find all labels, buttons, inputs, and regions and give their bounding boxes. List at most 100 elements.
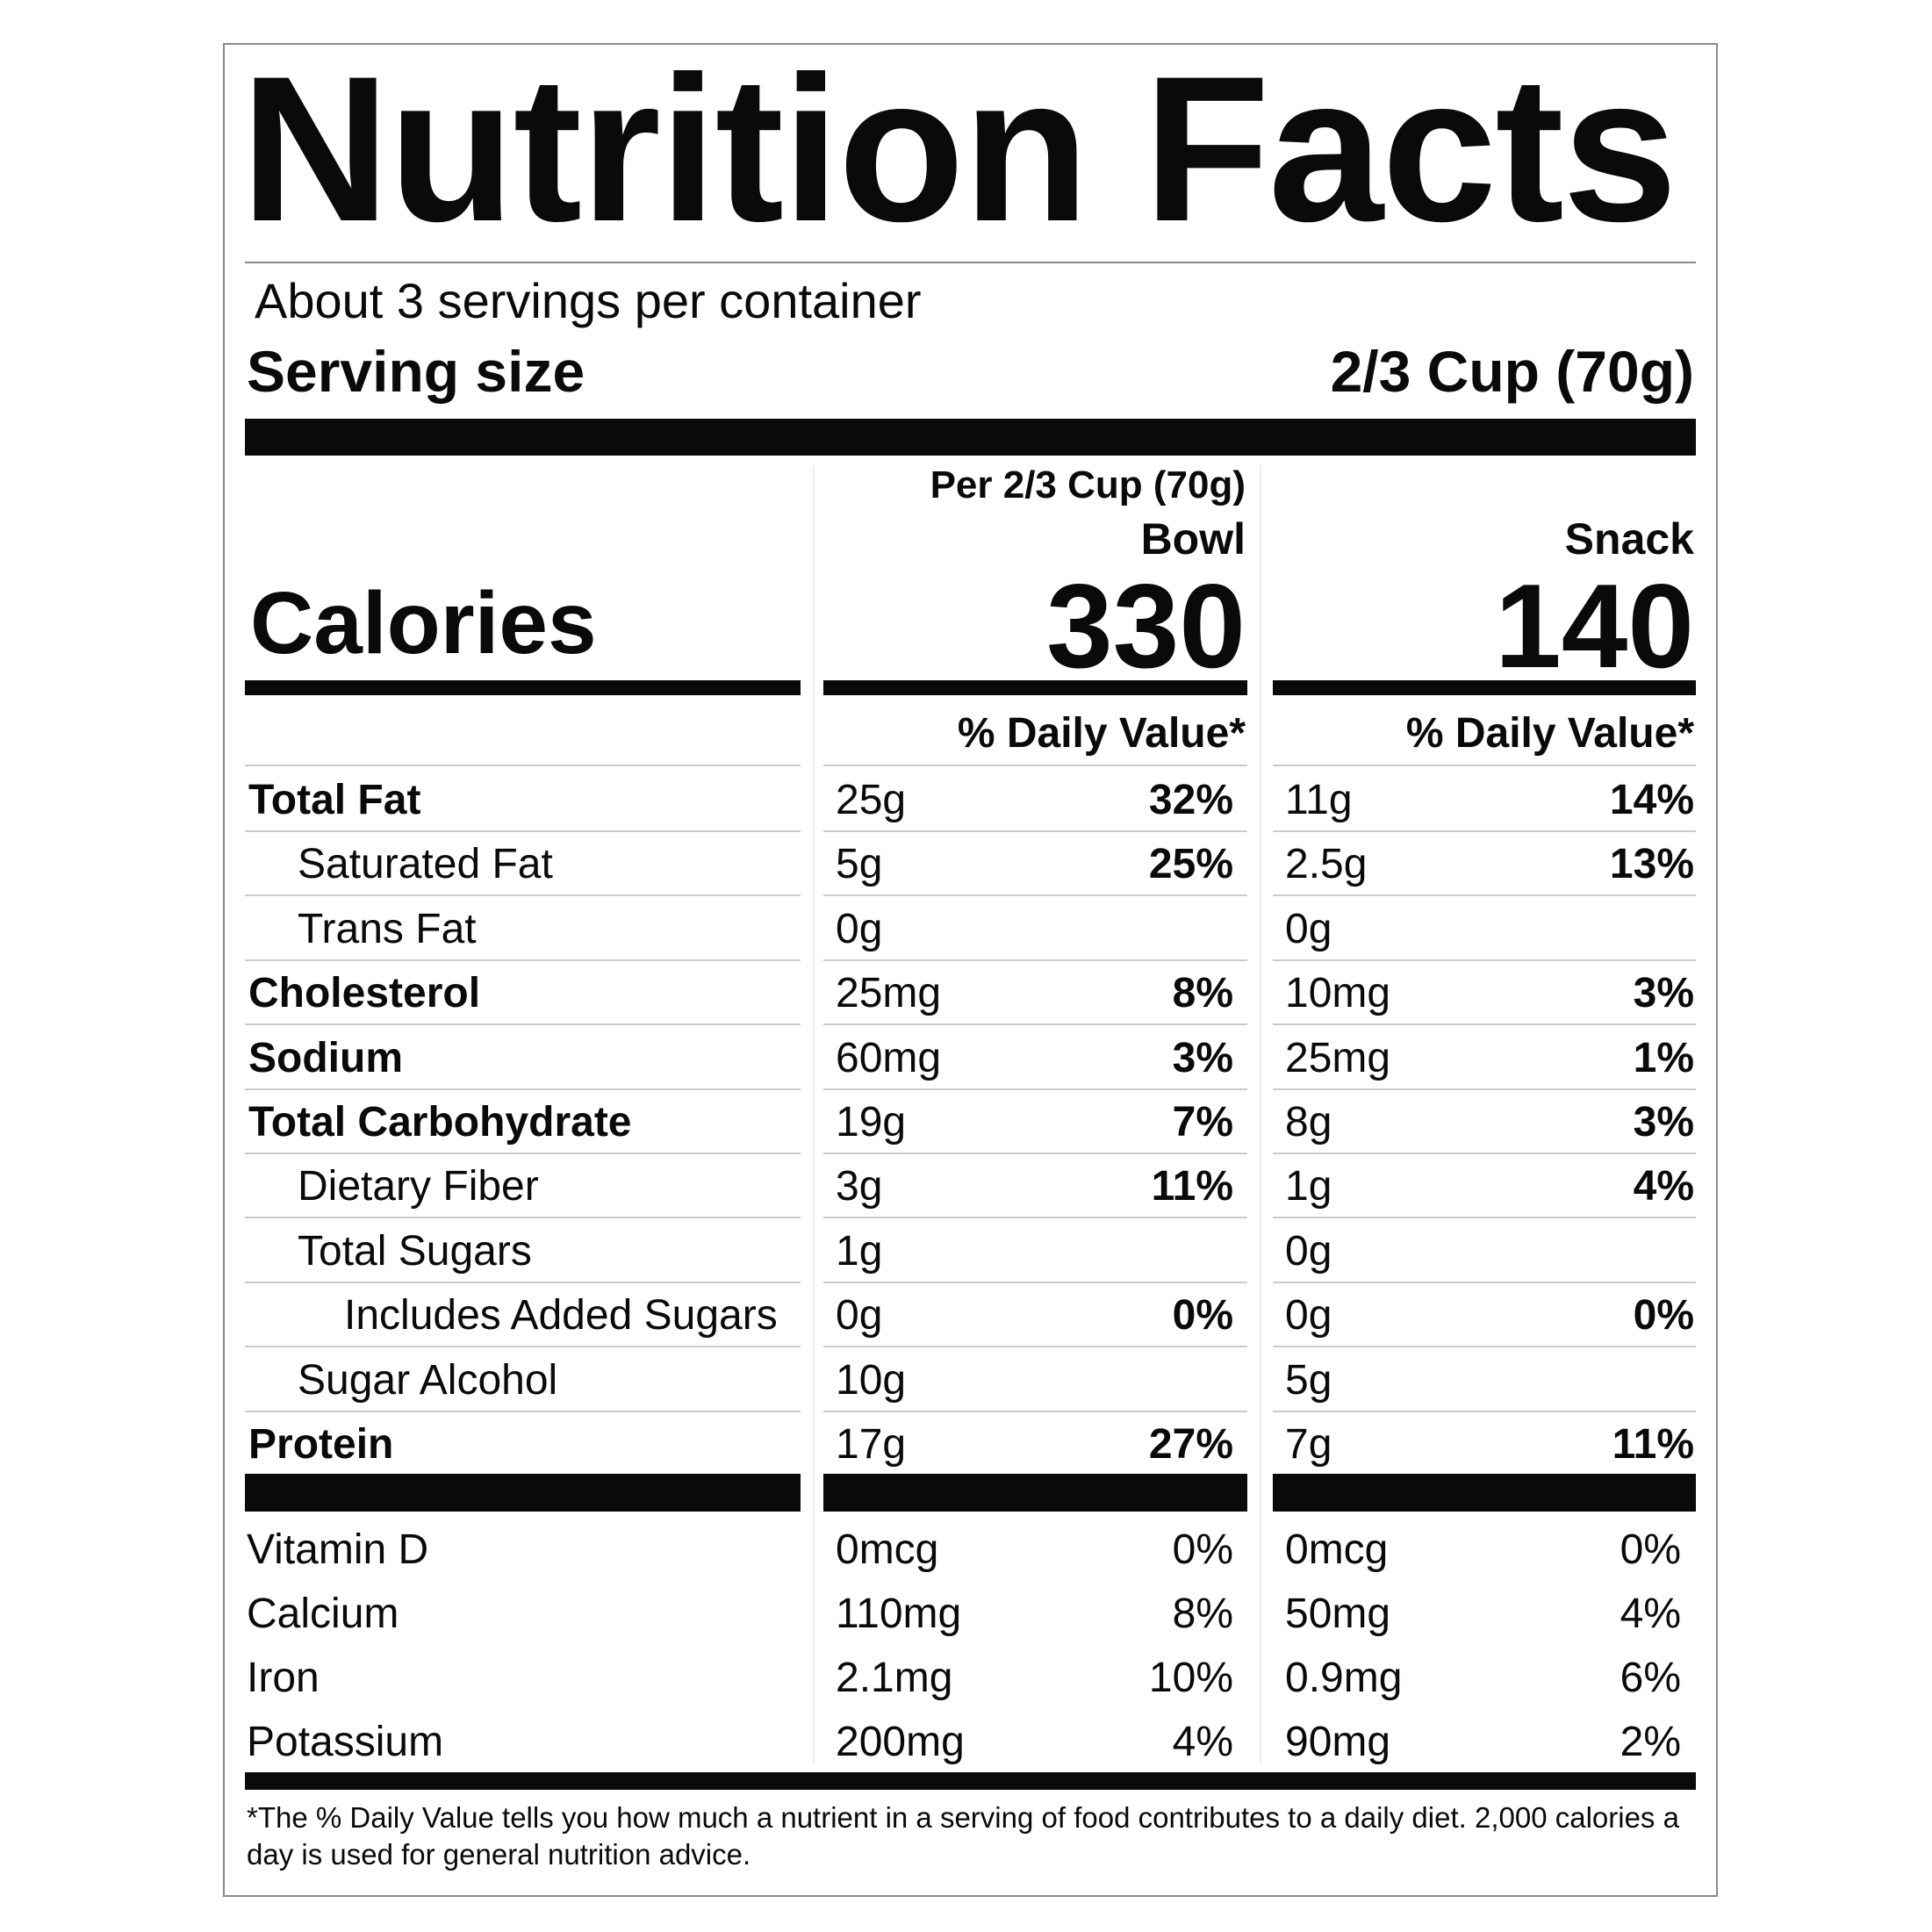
- nutrient-row: Sodium 60mg 3% 25mg 1%: [0, 1025, 1932, 1090]
- row-divider: [1273, 765, 1696, 766]
- snack-amount: 7g: [1285, 1421, 1332, 1468]
- nutrient-name: Sugar Alcohol: [298, 1356, 558, 1404]
- bowl-amount: 200mg: [836, 1719, 965, 1765]
- dv-header-bowl: % Daily Value*: [957, 710, 1246, 757]
- serving-size-label: Serving size: [247, 339, 585, 404]
- snack-amount: 11g: [1285, 777, 1353, 823]
- row-divider: [245, 1023, 801, 1026]
- snack-amount: 0g: [1285, 1227, 1332, 1275]
- row-divider: [1273, 959, 1696, 961]
- column-divider: [1260, 465, 1261, 1764]
- calories-label: Calories: [250, 574, 597, 672]
- nutrient-row: Protein 17g 27% 7g 11%: [0, 1411, 1932, 1476]
- bowl-dv: 7%: [1172, 1099, 1233, 1146]
- bowl-dv: 0%: [1172, 1292, 1233, 1339]
- bowl-dv: 32%: [1148, 777, 1233, 823]
- nutrition-label: [223, 43, 1718, 1897]
- bowl-dv: 11%: [1151, 1163, 1233, 1210]
- vitamin-name: Potassium: [247, 1719, 444, 1765]
- snack-amount: 25mg: [1285, 1034, 1391, 1081]
- snack-amount: 8g: [1285, 1099, 1332, 1146]
- snack-amount: 50mg: [1285, 1591, 1391, 1637]
- row-divider: [245, 1281, 801, 1283]
- row-divider: [1273, 894, 1696, 897]
- row-divider: [245, 1410, 801, 1412]
- bowl-dv: 25%: [1148, 841, 1233, 888]
- nutrient-row: Trans Fat 0g 0g: [0, 896, 1932, 961]
- snack-amount: 5g: [1285, 1356, 1332, 1404]
- vitamin-row: Vitamin D 0mcg 0% 0mcg 0%: [0, 1517, 1932, 1581]
- column-name-snack: Snack: [1564, 514, 1694, 564]
- snack-dv: 14%: [1609, 777, 1694, 823]
- bowl-amount: 60mg: [836, 1034, 942, 1081]
- bowl-amount: 0mcg: [836, 1526, 939, 1573]
- row-divider: [823, 830, 1247, 832]
- row-divider: [1273, 1410, 1696, 1412]
- snack-amount: 0mcg: [1285, 1526, 1389, 1573]
- snack-amount: 0.9mg: [1285, 1655, 1403, 1701]
- bowl-dv: 3%: [1172, 1034, 1233, 1081]
- snack-dv: 2%: [1620, 1719, 1681, 1765]
- row-divider: [1273, 1088, 1696, 1090]
- row-divider: [823, 1153, 1247, 1154]
- snack-dv: 6%: [1620, 1655, 1681, 1701]
- calories-divider: [1273, 680, 1696, 695]
- nutrient-name: Dietary Fiber: [298, 1163, 539, 1210]
- nutrient-row: Cholesterol 25mg 8% 10mg 3%: [0, 960, 1932, 1026]
- row-divider: [1273, 1281, 1696, 1283]
- row-divider: [823, 765, 1247, 766]
- snack-dv: 11%: [1612, 1421, 1694, 1468]
- row-divider: [823, 959, 1247, 961]
- row-divider: [245, 1088, 801, 1090]
- row-divider: [1273, 1217, 1696, 1219]
- nutrient-row: Sugar Alcohol 10g 5g: [0, 1347, 1932, 1412]
- snack-dv: 4%: [1620, 1591, 1681, 1637]
- nutrient-row: Total Fat 25g 32% 11g 14%: [0, 767, 1932, 832]
- nutrient-name: Cholesterol: [248, 970, 481, 1017]
- bowl-amount: 17g: [836, 1421, 907, 1468]
- nutrient-row: Saturated Fat 5g 25% 2.5g 13%: [0, 831, 1932, 897]
- bowl-amount: 0g: [836, 905, 883, 952]
- nutrient-name: Protein: [248, 1421, 394, 1468]
- calories-snack: 140: [1495, 559, 1694, 693]
- row-divider: [245, 830, 801, 832]
- nutrient-name: Sodium: [248, 1034, 403, 1081]
- calories-divider: [823, 680, 1247, 695]
- nutrient-name: Total Carbohydrate: [248, 1099, 632, 1146]
- bowl-dv: 4%: [1172, 1719, 1233, 1765]
- row-divider: [245, 1153, 801, 1154]
- snack-dv: 3%: [1633, 970, 1694, 1017]
- row-divider: [823, 894, 1247, 897]
- nutrient-name: Total Sugars: [298, 1227, 532, 1275]
- snack-amount: 2.5g: [1285, 841, 1368, 888]
- row-divider: [1273, 1346, 1696, 1348]
- nutrient-row: Total Sugars 1g 0g: [0, 1218, 1932, 1283]
- vitamin-row: Iron 2.1mg 10% 0.9mg 6%: [0, 1645, 1932, 1709]
- thick-divider: [245, 419, 1696, 456]
- thick-divider: [245, 1474, 801, 1512]
- vitamin-name: Vitamin D: [247, 1526, 429, 1573]
- bowl-amount: 25mg: [836, 970, 942, 1017]
- vitamin-name: Calcium: [247, 1591, 399, 1637]
- vitamin-row: Calcium 110mg 8% 50mg 4%: [0, 1581, 1932, 1645]
- row-divider: [245, 1217, 801, 1219]
- bowl-amount: 110mg: [836, 1591, 962, 1637]
- calories-divider: [245, 680, 801, 695]
- nutrient-row: Includes Added Sugars 0g 0% 0g 0%: [0, 1282, 1932, 1348]
- thick-divider: [823, 1474, 1247, 1512]
- bowl-amount: 25g: [836, 777, 907, 823]
- row-divider: [1273, 1023, 1696, 1026]
- bowl-dv: 8%: [1172, 1591, 1233, 1637]
- snack-dv: 13%: [1609, 841, 1694, 888]
- row-divider: [823, 1281, 1247, 1283]
- row-divider: [1273, 1153, 1696, 1154]
- bowl-dv: 0%: [1172, 1526, 1233, 1573]
- bowl-dv: 8%: [1172, 970, 1233, 1017]
- bowl-dv: 10%: [1148, 1655, 1233, 1701]
- column-name-bowl: Bowl: [1140, 514, 1246, 564]
- bowl-amount: 0g: [836, 1292, 883, 1339]
- row-divider: [245, 765, 801, 766]
- row-divider: [823, 1023, 1247, 1026]
- row-divider: [823, 1088, 1247, 1090]
- serving-size-value: 2/3 Cup (70g): [1330, 339, 1694, 404]
